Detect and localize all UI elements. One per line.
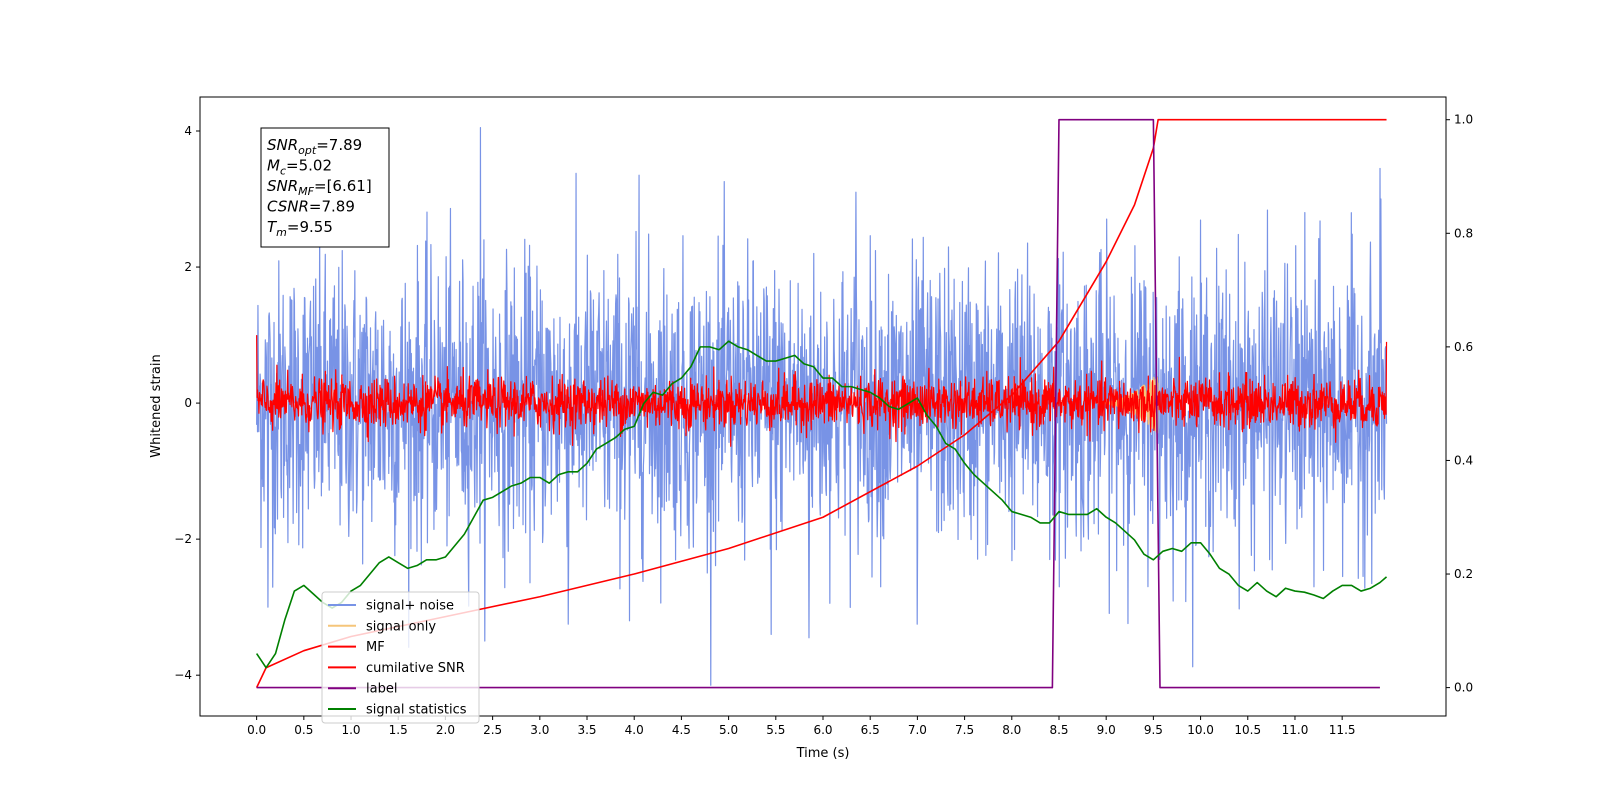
x-tick-label: 5.5: [766, 723, 785, 737]
y-tick-label: 0: [184, 396, 192, 410]
annotation-line: Tm=9.55: [267, 218, 333, 239]
x-tick-label: 4.5: [672, 723, 691, 737]
legend-label: signal+ noise: [366, 599, 454, 614]
legend: signal+ noise signal only MF cumilative SNR…: [321, 591, 480, 724]
legend-label: label: [366, 682, 397, 697]
legend-label: signal statistics: [366, 703, 467, 718]
x-axis-label: Time (s): [796, 746, 850, 761]
legend-label: cumilative SNR: [366, 661, 465, 676]
x-axis: 0.0 0.5 1.0 1.5 2.0 2.5 3.0 3.5 4.0 4.5 5.0 5.5 6.0 6…: [247, 716, 1356, 737]
x-tick-label: 5.0: [719, 723, 738, 737]
y2-tick-label: 0.0: [1454, 681, 1473, 695]
x-tick-label: 6.5: [861, 723, 880, 737]
x-tick-label: 3.0: [530, 723, 549, 737]
x-tick-label: 0.5: [294, 723, 313, 737]
x-tick-label: 11.5: [1329, 723, 1356, 737]
y-tick-label: 4: [184, 124, 192, 138]
x-tick-label: 9.5: [1144, 723, 1163, 737]
y2-tick-label: 0.2: [1454, 567, 1473, 581]
x-tick-label: 8.5: [1049, 723, 1068, 737]
x-tick-label: 1.5: [389, 723, 408, 737]
y-tick-label: −4: [174, 668, 192, 682]
legend-label: signal only: [366, 619, 436, 634]
x-tick-label: 4.0: [625, 723, 644, 737]
x-tick-label: 2.0: [436, 723, 455, 737]
y-axis-right: 0.0 0.2 0.4 0.6 0.8 1.0: [1446, 113, 1473, 695]
y-tick-label: 2: [184, 260, 192, 274]
legend-frame: [321, 591, 480, 724]
x-tick-label: 2.5: [483, 723, 502, 737]
y-axis-left: −4 −2 0 2 4: [174, 124, 200, 682]
series-line-mf: [256, 335, 1388, 447]
x-tick-label: 7.5: [955, 723, 974, 737]
x-tick-label: 7.0: [908, 723, 927, 737]
x-tick-label: 9.0: [1097, 723, 1116, 737]
y-axis-label: Whitened strain: [149, 354, 164, 457]
annotation-line: Mc=5.02: [267, 157, 332, 178]
y2-tick-label: 0.8: [1454, 226, 1473, 240]
series-line-signal-statistics: [255, 340, 1388, 669]
x-tick-label: 11.0: [1282, 723, 1309, 737]
annotation-frame: [260, 127, 390, 248]
y2-tick-label: 0.4: [1454, 453, 1473, 467]
x-tick-label: 0.0: [247, 723, 266, 737]
annotation-line: SNRopt=7.89: [267, 136, 362, 157]
x-tick-label: 6.0: [813, 723, 832, 737]
x-tick-label: 1.0: [341, 723, 360, 737]
x-tick-label: 8.0: [1002, 723, 1021, 737]
x-tick-label: 10.0: [1187, 723, 1214, 737]
y2-tick-label: 0.6: [1454, 340, 1473, 354]
y-tick-label: −2: [174, 532, 192, 546]
x-tick-label: 3.5: [577, 723, 596, 737]
series-line-signal-noise: [256, 127, 1388, 686]
annotation-line: SNRMF=[6.61]: [267, 177, 372, 198]
series-line-label: [256, 118, 1380, 689]
legend-label: MF: [366, 640, 385, 655]
x-tick-label: 10.5: [1234, 723, 1261, 737]
y2-tick-label: 1.0: [1454, 113, 1473, 127]
annotation-line: CSNR=7.89: [267, 198, 355, 216]
